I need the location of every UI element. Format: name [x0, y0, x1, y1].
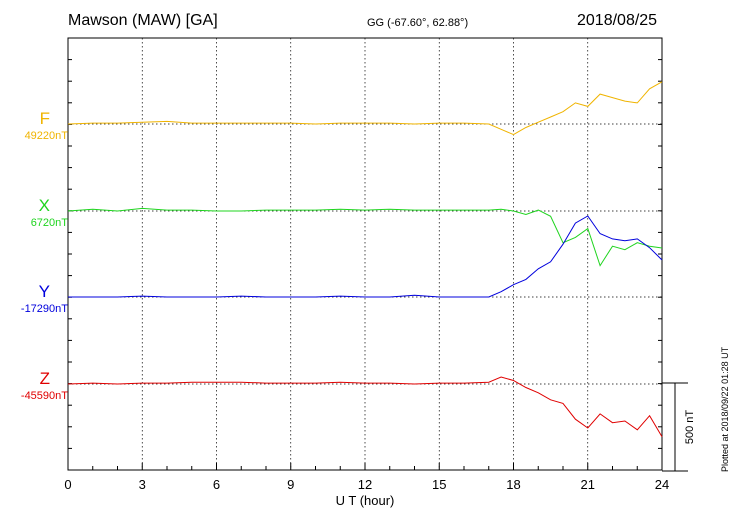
baseline-value-f: 49220nT	[24, 130, 68, 142]
axis-ticks: 0 3 6 9 12 15 18 21 24 U T (hour)	[64, 59, 669, 508]
series-lines	[67, 81, 663, 438]
baseline-value-y: -17290nT	[20, 303, 68, 315]
plot-date: 2018/08/25	[577, 12, 658, 29]
x-tick-label: 0	[64, 477, 71, 492]
baseline-value-x: 6720nT	[30, 217, 68, 229]
component-label-x: X	[38, 196, 50, 215]
component-label-f: F	[39, 109, 50, 128]
station-coordinates: GG (-67.60°, 62.88°)	[367, 17, 469, 29]
x-tick-label: 12	[358, 477, 372, 492]
series-line-z	[67, 376, 663, 438]
x-tick-label: 18	[506, 477, 520, 492]
x-tick-label: 24	[655, 477, 669, 492]
x-tick-label: 21	[581, 477, 595, 492]
x-axis-label: U T (hour)	[336, 493, 395, 508]
scale-bar-label: 500 nT	[684, 410, 696, 445]
x-tick-label: 3	[139, 477, 146, 492]
series-line-f	[67, 81, 663, 136]
x-tick-label: 9	[287, 477, 294, 492]
scale-bar: 500 nT	[662, 382, 696, 472]
x-tick-label: 15	[432, 477, 446, 492]
grid	[68, 38, 662, 470]
baseline-value-z: -45590nT	[20, 390, 68, 402]
component-label-y: Y	[38, 282, 50, 301]
plotted-at-note: Plotted at 2018/09/22 01:28 UT	[720, 346, 730, 472]
x-tick-label: 6	[213, 477, 220, 492]
series-line-x	[67, 207, 663, 267]
component-label-z: Z	[39, 369, 50, 388]
series-line-y	[68, 215, 663, 298]
station-title: Mawson (MAW) [GA]	[68, 12, 218, 29]
